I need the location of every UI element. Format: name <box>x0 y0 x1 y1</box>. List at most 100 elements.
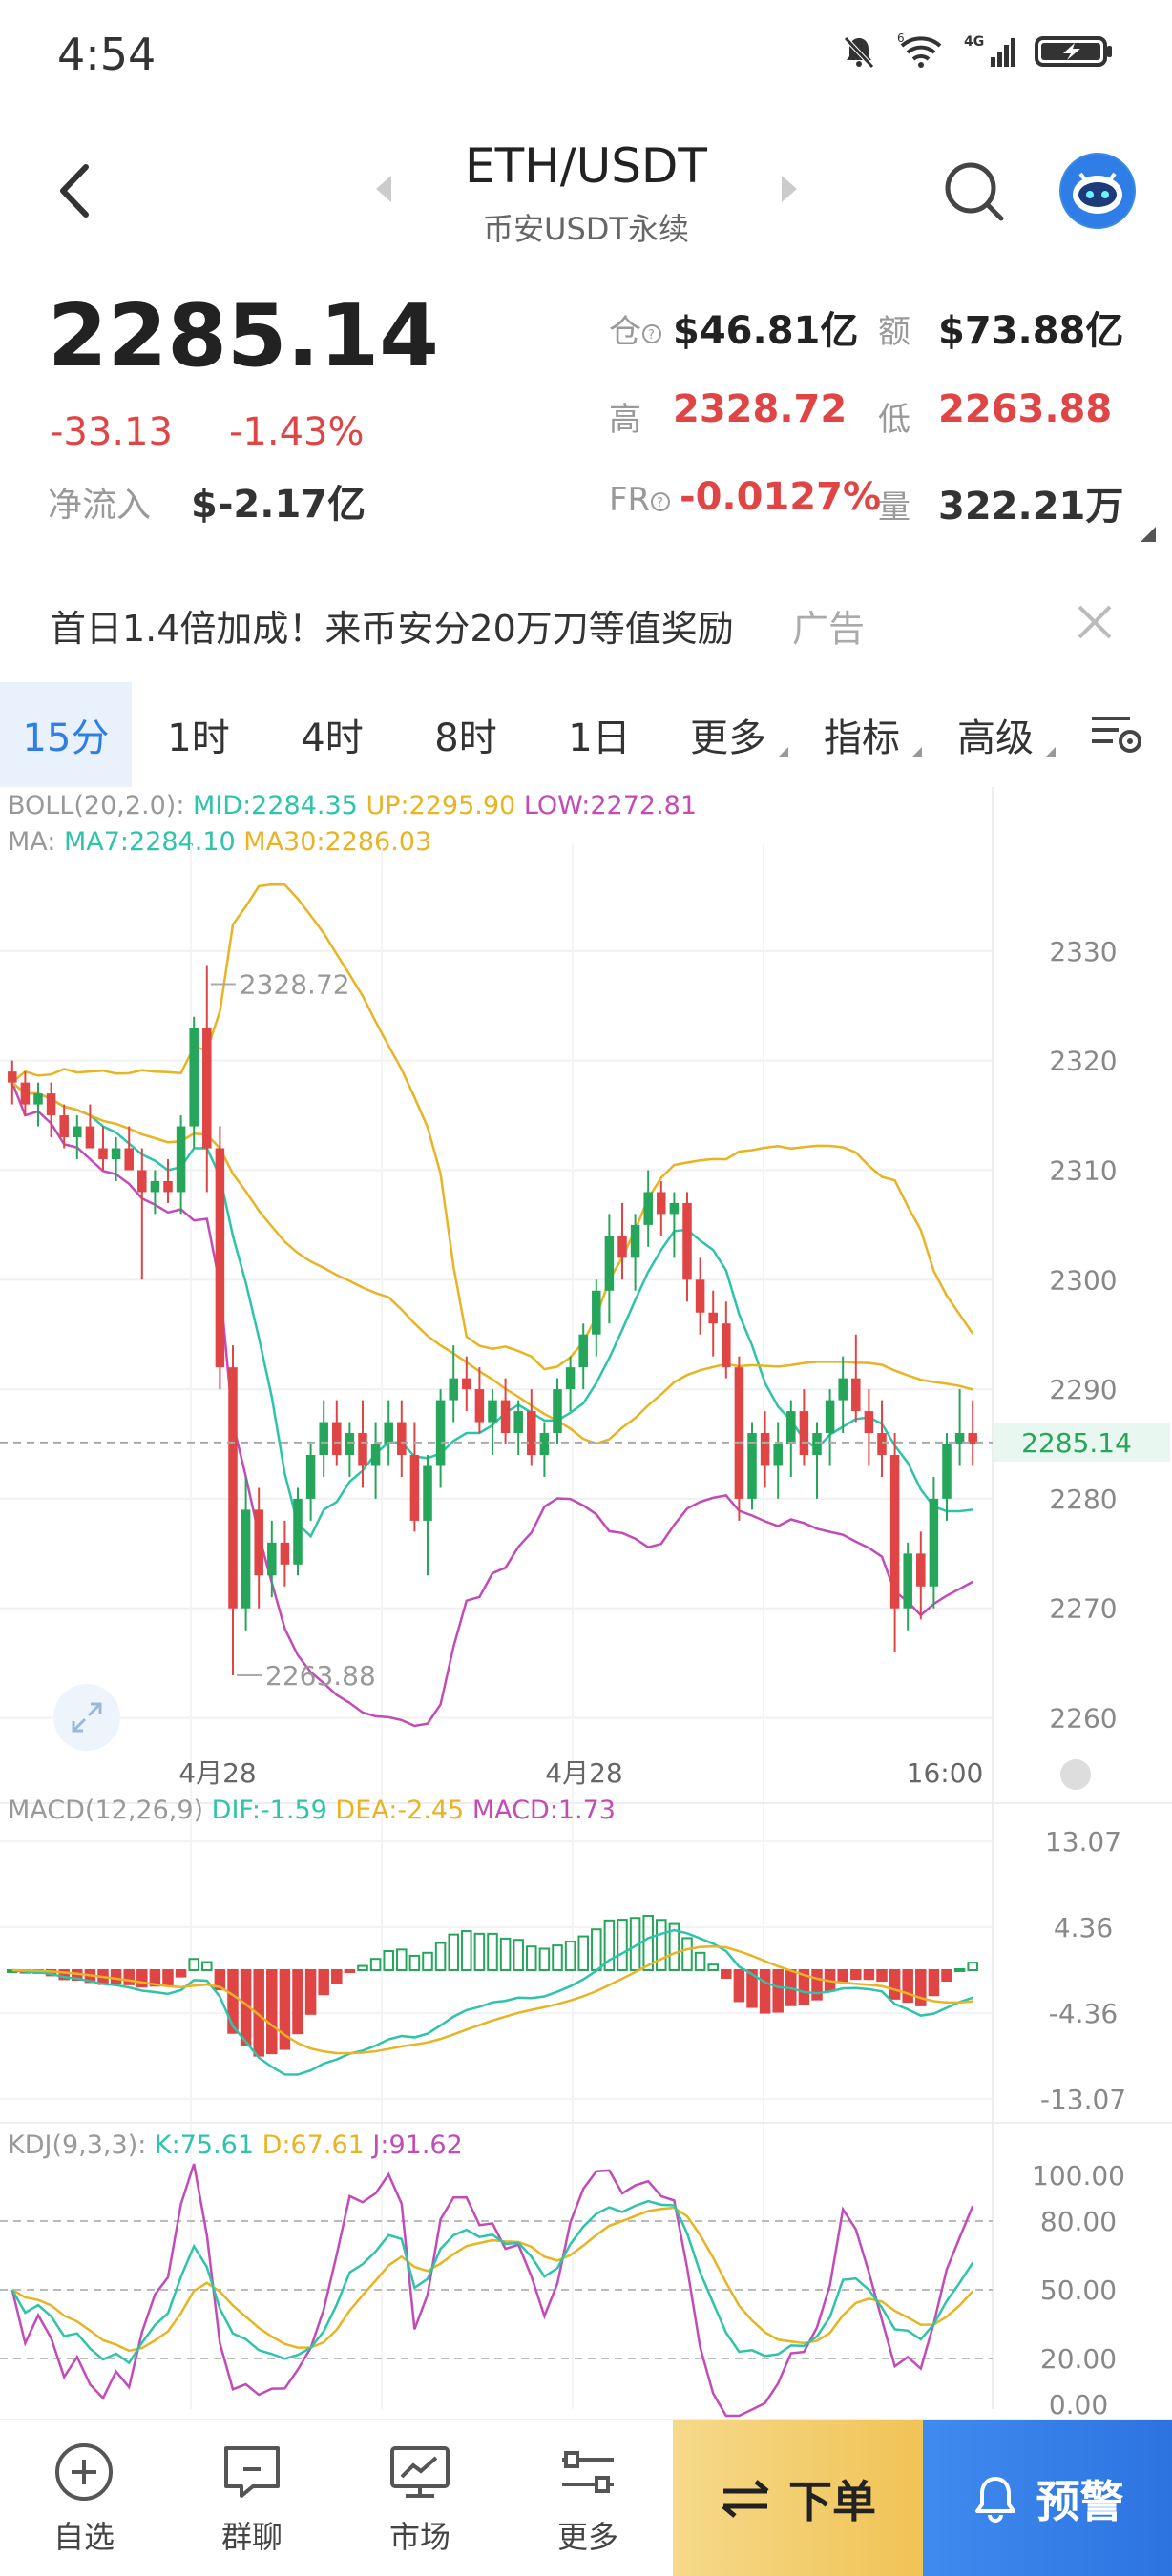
tab-8h[interactable]: 8时 <box>434 717 497 760</box>
chart-area[interactable]: BOLL(20,2.0): MID:2284.35 UP:2295.90 LOW… <box>0 787 1172 2419</box>
candle-body <box>889 1455 900 1609</box>
chart-settings-icon[interactable] <box>1088 711 1145 758</box>
prev-pair-arrow-icon[interactable] <box>372 172 395 206</box>
add-circle-icon <box>55 2442 113 2501</box>
current-price-tag <box>994 1423 1170 1462</box>
macd-histogram-bar <box>434 1942 447 1971</box>
nav-group-chat[interactable]: 群聊 <box>168 2420 336 2576</box>
candle-body <box>838 1378 848 1401</box>
search-icon[interactable] <box>940 157 1009 226</box>
candle-body <box>98 1148 108 1159</box>
next-pair-arrow-icon[interactable] <box>778 172 801 206</box>
tab-indicators[interactable]: 指标 <box>800 682 924 787</box>
assistant-avatar[interactable] <box>1059 153 1136 229</box>
signal-label: 4G <box>964 34 984 50</box>
macd-value: MACD:1.73 <box>471 1796 616 1825</box>
macd-histogram-bar <box>175 1969 187 1978</box>
candle-body <box>423 1465 432 1521</box>
macd-histogram-bar <box>591 1928 602 1972</box>
tab-1h[interactable]: 1时 <box>167 717 230 760</box>
nav-favorites[interactable]: 自选 <box>0 2420 168 2576</box>
macd-histogram-bar <box>941 1969 952 1983</box>
oi-label-text: 仓 <box>609 313 641 351</box>
order-label: 下单 <box>788 2475 876 2527</box>
kdj-j-line <box>10 2163 974 2418</box>
bell-icon <box>974 2476 1015 2523</box>
ma-prefix: MA: <box>8 827 56 857</box>
order-button[interactable]: 下单 <box>673 2420 923 2576</box>
candle-body <box>657 1192 666 1215</box>
candle-body <box>565 1367 576 1390</box>
ad-text[interactable]: 首日1.4倍加成！来币安分20万刀等值奖励 <box>50 608 734 650</box>
kdj-prefix: KDJ(9,3,3): <box>8 2130 147 2160</box>
tab-1d[interactable]: 1日 <box>568 717 631 760</box>
nav-label: 自选 <box>52 2518 115 2555</box>
bottom-nav: 自选 群聊 市场 更多 下单 <box>0 2419 1172 2576</box>
kdj-j: J:91.62 <box>372 2130 463 2160</box>
macd-histogram-bar <box>188 1958 199 1971</box>
macd-histogram-bar <box>123 1969 135 1985</box>
macd-histogram-bar <box>863 1969 875 1981</box>
boll-up: UP:2295.90 <box>366 791 516 821</box>
kdj-panel: 100.00 80.00 50.00 20.00 0.00 <box>0 2122 1172 2419</box>
macd-histogram-bar <box>383 1949 394 1971</box>
help-icon: ? <box>642 323 661 343</box>
macd-histogram-bar <box>304 1969 317 2015</box>
candle-body <box>786 1411 796 1444</box>
price-tick-label: 2270 <box>1049 1593 1117 1625</box>
expand-chart-button[interactable] <box>53 1684 120 1751</box>
close-icon[interactable] <box>1074 601 1116 643</box>
alert-button[interactable]: 预警 <box>923 2420 1172 2576</box>
ad-banner[interactable]: 首日1.4倍加成！来币安分20万刀等值奖励 广告 <box>0 582 1172 668</box>
tab-15m[interactable]: 15分 <box>0 682 132 787</box>
macd-histogram-bar <box>902 1969 913 2004</box>
macd-histogram-bar <box>837 1969 848 1984</box>
candle-body <box>578 1334 588 1368</box>
kdj-tick-label: 0.00 <box>1049 2389 1108 2419</box>
kline-chart[interactable]: 2330 2320 2310 2300 2290 2280 2270 2260 2328.72 2… <box>0 787 1172 2419</box>
macd-histogram-bar <box>344 1969 356 1973</box>
nav-market[interactable]: 市场 <box>336 2420 504 2576</box>
turnover-value: $73.88亿 <box>938 309 1124 353</box>
funding-rate-label[interactable]: FR? <box>609 481 671 519</box>
boll-lines <box>10 883 974 1728</box>
market-monitor-icon <box>390 2445 450 2498</box>
pair-title[interactable]: ETH/USDT <box>465 138 707 194</box>
candle-body <box>877 1433 887 1455</box>
boll-low: LOW:2272.81 <box>523 791 698 821</box>
macd-histogram-bar <box>798 1969 810 2005</box>
nav-label: 市场 <box>388 2518 450 2555</box>
macd-histogram-bar <box>564 1941 576 1971</box>
alert-label: 预警 <box>1036 2475 1124 2527</box>
candle-body <box>929 1498 939 1587</box>
tab-more[interactable]: 更多 <box>666 682 790 787</box>
candle-body <box>734 1367 744 1499</box>
netflow-value: $-2.17亿 <box>191 483 366 527</box>
tab-advanced[interactable]: 高级 <box>933 682 1057 787</box>
ma7-line <box>10 1081 973 1539</box>
nav-more[interactable]: 更多 <box>504 2420 672 2576</box>
back-arrow-icon[interactable] <box>48 157 105 224</box>
x-axis-label: 4月28 <box>545 1757 622 1789</box>
candle-body <box>33 1093 43 1105</box>
macd-histogram-bar <box>396 1948 408 1972</box>
candle-body <box>397 1422 407 1455</box>
tab-4h[interactable]: 4时 <box>301 717 364 760</box>
netflow-label: 净流入 <box>48 486 152 525</box>
kdj-d-line <box>11 2206 974 2353</box>
kdj-tick-label: 100.00 <box>1032 2160 1125 2192</box>
ma7-value: MA7:2284.10 <box>63 827 236 857</box>
candle-body <box>293 1498 303 1565</box>
macd-histogram-bar <box>266 1969 278 2055</box>
expand-corner-icon[interactable] <box>1141 527 1156 542</box>
macd-histogram-bar <box>422 1951 433 1971</box>
tab-more-label: 更多 <box>690 717 766 760</box>
candle-body <box>124 1148 134 1171</box>
interval-tabs: 15分 1时 4时 8时 1日 更多 指标 高级 <box>0 682 1172 787</box>
robot-icon <box>1061 155 1134 227</box>
macd-histogram-bar <box>928 1969 940 1997</box>
macd-histogram-bar <box>811 1969 823 2001</box>
price-summary: 2285.14 -33.13 -1.43% 净流入 $-2.17亿 仓? $46… <box>0 277 1172 544</box>
market-subtitle: 币安USDT永续 <box>483 211 689 247</box>
oi-label[interactable]: 仓? <box>609 305 662 352</box>
